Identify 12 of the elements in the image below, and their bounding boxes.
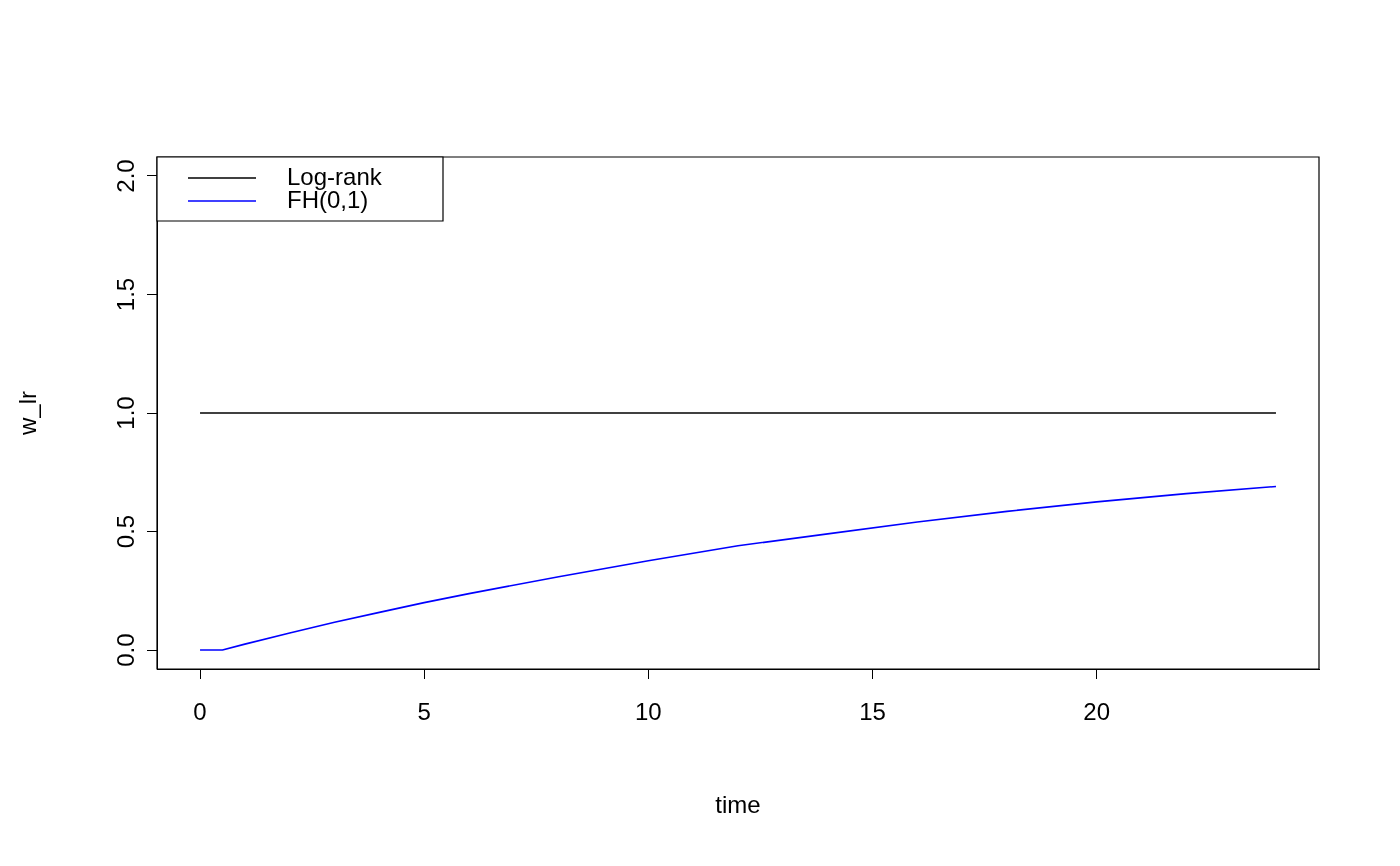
x-tick-label: 15 xyxy=(859,698,886,726)
y-tick-label: 1.5 xyxy=(111,277,139,312)
x-tick-label: 5 xyxy=(417,698,431,726)
y-tick-label: 2.0 xyxy=(111,159,139,193)
y-tick-label: 0.0 xyxy=(111,633,139,667)
x-axis-title: time xyxy=(715,791,761,819)
y-tick-label: 1.0 xyxy=(111,396,139,430)
y-axis-title: w_lr xyxy=(14,390,42,437)
x-tick-label: 20 xyxy=(1083,698,1110,726)
y-tick-label: 0.5 xyxy=(111,514,139,549)
x-tick-label: 10 xyxy=(634,698,662,726)
x-tick-label: 0 xyxy=(193,698,207,726)
